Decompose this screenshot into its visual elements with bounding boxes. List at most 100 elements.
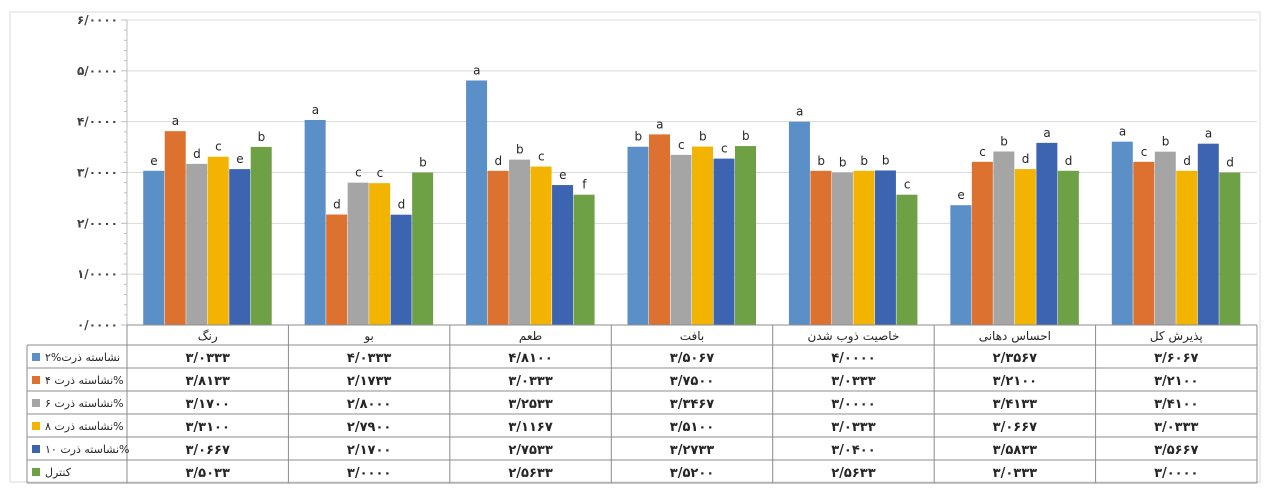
bar (1219, 172, 1241, 325)
bar (509, 159, 531, 325)
significance-letter: d (398, 198, 406, 212)
significance-letter: b (1162, 135, 1170, 149)
legend-swatch (32, 445, 40, 453)
significance-letter: a (172, 114, 179, 128)
bar (412, 172, 434, 325)
table-value: ۴/۰۰۰۰ (831, 351, 875, 366)
bar (466, 80, 488, 325)
bar (1057, 170, 1079, 325)
bar (1154, 151, 1176, 325)
y-tick-label: ۰/۰۰۰۰ (77, 318, 118, 332)
legend-series-name: ۲%نشاسته ذرت (45, 351, 120, 364)
bar (1036, 142, 1058, 325)
significance-letter: b (258, 130, 266, 144)
bar (250, 146, 272, 325)
bar (1176, 170, 1198, 325)
y-tick-label: ۴/۰۰۰۰ (77, 115, 118, 129)
bar (831, 172, 853, 325)
legend-swatch (32, 422, 40, 430)
y-tick-label: ۱/۰۰۰۰ (77, 267, 118, 281)
table-value: ۳/۳۴۶۷ (670, 397, 714, 412)
table-value: ۲/۷۵۳۳ (508, 443, 552, 458)
table-value: ۳/۰۳۳۳ (1154, 420, 1198, 435)
bar (735, 146, 756, 325)
significance-letter: b (634, 130, 642, 144)
significance-letter: d (1226, 156, 1234, 170)
bar (1111, 141, 1133, 325)
table-value: ۳/۴۱۳۳ (993, 397, 1037, 412)
bar (186, 163, 208, 325)
significance-letter: c (1141, 145, 1148, 159)
bar (390, 214, 412, 325)
table-value: ۳/۰۶۶۷ (993, 420, 1037, 435)
significance-letter: c (215, 140, 222, 154)
table-value: ۳/۰۴۰۰ (831, 443, 875, 458)
y-tick-label: ۳/۰۰۰۰ (77, 166, 118, 180)
table-value: ۳/۰۰۰۰ (347, 466, 391, 481)
category-label: پذیرش کل (1150, 329, 1203, 344)
table-value: ۳/۸۱۳۳ (186, 374, 230, 389)
bar (552, 185, 574, 325)
significance-letter: a (1119, 125, 1126, 139)
significance-letter: e (559, 168, 566, 182)
table-value: ۲/۵۶۳۳ (831, 466, 875, 481)
y-tick-label: ۶/۰۰۰۰ (77, 13, 118, 27)
table-value: ۳/۶۰۶۷ (1154, 351, 1198, 366)
table-value: ۳/۰۶۶۷ (186, 443, 230, 458)
bar (207, 156, 229, 325)
table-value: ۳/۲۵۳۳ (508, 397, 552, 412)
significance-letter: a (312, 103, 319, 117)
category-label: رنگ (198, 329, 218, 344)
category-label: احساس دهانی (979, 329, 1051, 344)
significance-letter: f (582, 178, 587, 192)
significance-letter: a (1043, 126, 1050, 140)
bar (304, 119, 326, 326)
bar (164, 131, 186, 325)
table-value: ۳/۰۳۳۳ (508, 374, 552, 389)
table-value: ۳/۱۷۰۰ (186, 397, 230, 412)
category-label: بافت (680, 329, 705, 343)
table-value: ۳/۵۰۳۳ (186, 466, 230, 481)
table-value: ۳/۰۳۳۳ (831, 374, 875, 389)
significance-letter: c (979, 145, 986, 159)
significance-letter: d (193, 147, 201, 161)
significance-letter: b (860, 154, 868, 168)
significance-letter: c (355, 166, 362, 180)
table-value: ۴/۸۱۰۰ (508, 351, 552, 366)
table-value: ۳/۰۰۰۰ (1154, 466, 1198, 481)
bar (1014, 169, 1036, 325)
chart-area-border (9, 11, 1261, 483)
legend-series-name: نشاسته ذرت ۱۰% (45, 443, 130, 456)
table-value: ۳/۷۵۰۰ (670, 374, 714, 389)
table-value: ۳/۲۱۰۰ (1154, 374, 1198, 389)
table-value: ۳/۲۱۰۰ (993, 374, 1037, 389)
legend-swatch (32, 399, 40, 407)
table-value: ۳/۰۳۳۳ (186, 351, 230, 366)
significance-letter: a (1205, 127, 1212, 141)
table-value: ۲/۸۰۰۰ (347, 397, 391, 412)
significance-letter: e (957, 188, 964, 202)
bar (573, 194, 595, 325)
significance-letter: b (742, 129, 750, 143)
bar (627, 146, 649, 325)
bar (487, 170, 509, 325)
bar (713, 158, 735, 325)
bar (1133, 161, 1155, 325)
legend-swatch (32, 376, 40, 384)
bar (649, 134, 670, 325)
significance-letter: b (419, 156, 427, 170)
significance-letter: b (817, 154, 825, 168)
significance-letter: b (839, 156, 847, 170)
significance-letter: b (882, 153, 890, 167)
category-label: خاصیت ذوب شدن (807, 329, 899, 344)
significance-letter: c (904, 178, 911, 192)
table-value: ۲/۵۶۳۳ (508, 466, 552, 481)
legend-series-name: نشاسته ذرت ۸% (45, 420, 124, 433)
bar (530, 166, 552, 325)
bar (692, 146, 713, 325)
significance-letter: b (516, 143, 524, 157)
table-value: ۳/۰۳۳۳ (831, 420, 875, 435)
bar (971, 161, 993, 325)
significance-letter: c (377, 166, 384, 180)
